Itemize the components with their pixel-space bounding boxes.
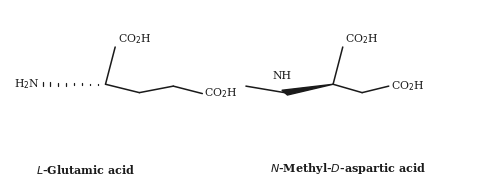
Text: CO$_2$H: CO$_2$H	[391, 79, 424, 93]
Text: NH: NH	[273, 71, 292, 81]
Text: CO$_2$H: CO$_2$H	[117, 32, 151, 46]
Text: $\mathit{L}$-Glutamic acid: $\mathit{L}$-Glutamic acid	[37, 163, 136, 177]
Polygon shape	[282, 84, 333, 95]
Text: CO$_2$H: CO$_2$H	[345, 32, 378, 46]
Text: CO$_2$H: CO$_2$H	[204, 87, 238, 101]
Text: H$_2$N: H$_2$N	[14, 77, 39, 91]
Text: $\mathit{N}$-Methyl-$\mathit{D}$-aspartic acid: $\mathit{N}$-Methyl-$\mathit{D}$-asparti…	[269, 161, 426, 177]
